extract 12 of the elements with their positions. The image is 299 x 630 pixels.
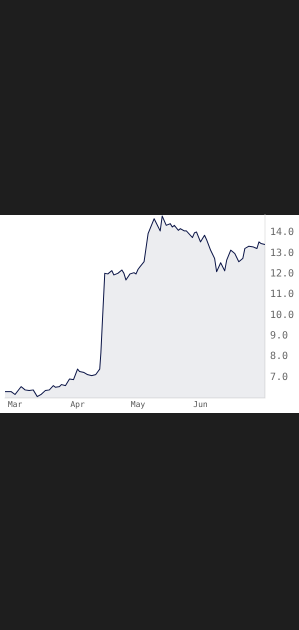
y-tick-label: 8.0 bbox=[270, 351, 288, 362]
y-tick-label: 11.0 bbox=[270, 289, 294, 300]
x-tick-label: Jun bbox=[193, 400, 208, 409]
y-tick-label: 14.0 bbox=[270, 227, 294, 238]
x-tick-label: Mar bbox=[8, 400, 22, 409]
x-tick-label: Apr bbox=[70, 400, 85, 409]
y-tick-label: 13.0 bbox=[270, 248, 294, 259]
y-tick-label: 12.0 bbox=[270, 268, 294, 280]
y-tick-label: 7.0 bbox=[270, 372, 288, 383]
y-tick-label: 9.0 bbox=[270, 330, 288, 342]
y-tick-label: 10.0 bbox=[270, 310, 294, 321]
x-tick-label: May bbox=[130, 400, 146, 409]
